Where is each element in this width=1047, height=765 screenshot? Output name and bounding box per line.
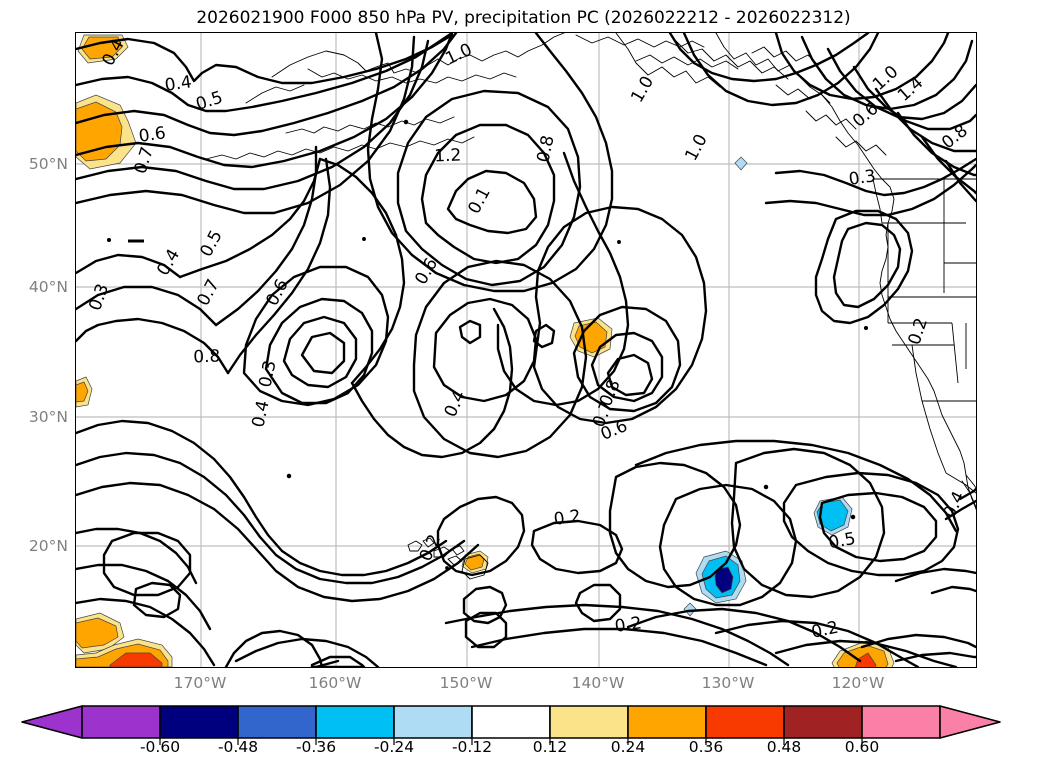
contour-label: 1.2 xyxy=(434,146,462,167)
x-tick-label-170W: 170°W xyxy=(173,674,227,692)
y-tick-label-40N: 40°N xyxy=(28,278,68,296)
colorbar-under-arrow xyxy=(21,705,83,739)
contour-label: 1.0 xyxy=(627,73,658,106)
colorbar-tick-label: -0.36 xyxy=(295,738,337,756)
colorbar-segment xyxy=(159,705,239,739)
colorbar-tick-label: 0.24 xyxy=(610,738,646,756)
map-contour-svg: 0.4 0.4 0.5 0.6 0.7 1.0 1.2 0.8 1.0 1.0 … xyxy=(76,33,976,667)
political-borders xyxy=(872,178,976,494)
coastlines xyxy=(106,33,976,580)
colorbar-tick-label: 0.36 xyxy=(688,738,724,756)
contour-label: 0.6 xyxy=(411,255,442,288)
contour-label: 0.2 xyxy=(553,506,583,530)
contour-label: 0.2 xyxy=(810,618,841,643)
contour-label: 0.6 xyxy=(138,123,168,147)
colorbar-tick-label: -0.60 xyxy=(139,738,181,756)
map-gridlines xyxy=(76,33,976,667)
colorbar-tick-label: -0.24 xyxy=(373,738,415,756)
figure-title: 2026021900 F000 850 hPa PV, precipitatio… xyxy=(196,8,851,28)
colorbar-segment xyxy=(393,705,473,739)
colorbar-tick-label: 0.12 xyxy=(532,738,568,756)
colorbar-svg xyxy=(21,705,1001,745)
map-plot-area: 0.4 0.4 0.5 0.6 0.7 1.0 1.2 0.8 1.0 1.0 … xyxy=(75,32,977,668)
contour-label: 0.7 xyxy=(131,145,158,177)
contour-label: 0.5 xyxy=(827,529,857,553)
colorbar-segment xyxy=(549,705,629,739)
contour-label: 0.4 xyxy=(249,399,274,430)
contour-label: 0.8 xyxy=(193,347,221,368)
colorbar-tick-label: -0.12 xyxy=(451,738,493,756)
contour-label: 0.3 xyxy=(848,166,878,190)
x-tick-label-130W: 130°W xyxy=(701,674,755,692)
colorbar-segment xyxy=(471,705,551,739)
colorbar-tick-label: 0.60 xyxy=(844,738,880,756)
contour-label: 1.0 xyxy=(681,131,711,164)
y-tick-label-20N: 20°N xyxy=(28,537,68,555)
colorbar-segment xyxy=(861,705,941,739)
colorbar-tick-marks xyxy=(159,738,863,745)
contour-label: 0.2 xyxy=(614,613,644,637)
contour-label: 0.2 xyxy=(905,316,932,348)
x-tick-label-150W: 150°W xyxy=(439,674,493,692)
contour-label: 0.3 xyxy=(85,281,113,313)
colorbar-segment xyxy=(627,705,707,739)
x-tick-label-120W: 120°W xyxy=(831,674,885,692)
y-tick-label-50N: 50°N xyxy=(28,155,68,173)
contour-value-labels: 0.4 0.4 0.5 0.6 0.7 1.0 1.2 0.8 1.0 1.0 … xyxy=(85,36,971,643)
colorbar-over-arrow xyxy=(939,705,1001,739)
colorbar-segment xyxy=(237,705,317,739)
colorbar: -0.60 -0.48 -0.36 -0.24 -0.12 0.12 0.24 … xyxy=(0,702,1047,765)
contour-label: 0.1 xyxy=(464,184,494,217)
contour-label: 0.4 xyxy=(153,246,184,279)
colorbar-segment xyxy=(705,705,785,739)
colorbar-segment xyxy=(81,705,161,739)
colorbar-tick-label: -0.48 xyxy=(217,738,259,756)
colorbar-segment xyxy=(315,705,395,739)
pv-contour-lines xyxy=(76,33,976,667)
contour-label: 0.8 xyxy=(938,121,972,153)
colorbar-tick-label: 0.48 xyxy=(766,738,802,756)
x-tick-label-160W: 160°W xyxy=(308,674,362,692)
colorbar-segment xyxy=(783,705,863,739)
contour-label: 0.7 xyxy=(193,276,223,309)
y-tick-label-30N: 30°N xyxy=(28,408,68,426)
contour-label: 0.2 xyxy=(416,532,445,565)
x-tick-label-140W: 140°W xyxy=(571,674,625,692)
colorbar-segments xyxy=(21,705,1001,739)
contour-label: 0.4 xyxy=(441,387,471,420)
contour-label: 0.4 xyxy=(164,72,194,96)
contour-label: 0.8 xyxy=(534,134,559,165)
contour-label: 0.4 xyxy=(940,488,970,521)
